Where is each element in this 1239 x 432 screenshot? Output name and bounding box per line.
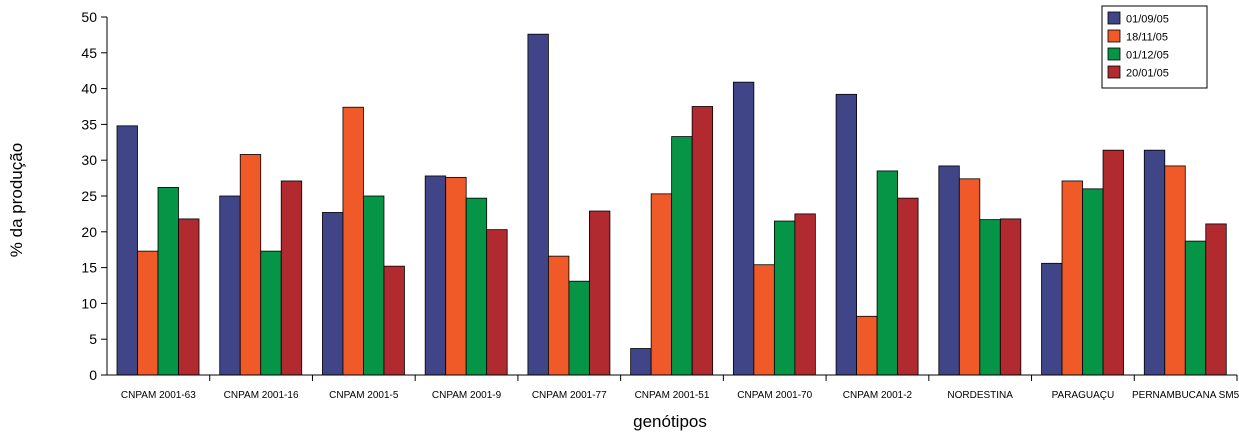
bar [1102, 149, 1124, 376]
y-tick-label: 35 [81, 116, 97, 132]
bar [835, 93, 857, 376]
y-tick-label: 45 [81, 45, 97, 61]
legend-label: 01/12/05 [1126, 50, 1169, 62]
bar [732, 81, 755, 376]
bar [424, 175, 447, 376]
bar [1061, 180, 1083, 376]
y-tick-label: 15 [81, 260, 97, 276]
y-axis-title: % da produção [7, 143, 26, 257]
bar [465, 197, 488, 376]
legend-swatch [1107, 65, 1121, 79]
bar [589, 210, 611, 376]
legend-label: 01/09/05 [1126, 14, 1169, 26]
bar [1205, 223, 1227, 376]
bar [280, 180, 303, 376]
bar [671, 136, 693, 376]
bar [568, 280, 590, 376]
legend-swatch [1107, 11, 1121, 25]
bar [116, 125, 138, 376]
x-tick-label: NORDESTINA [947, 390, 1013, 401]
x-tick-label: CNPAM 2001-2 [843, 390, 913, 401]
y-axis-ticks: 0 5 10 15 20 25 30 35 40 45 50 [81, 9, 107, 383]
bar [383, 265, 405, 376]
x-tick-label: CNPAM 2001-9 [432, 390, 502, 401]
bar [773, 220, 796, 376]
bar [322, 212, 344, 376]
bar [219, 195, 241, 376]
x-tick-label: PARAGUAÇU [1052, 390, 1115, 401]
bar [794, 213, 816, 376]
y-tick-label: 40 [81, 81, 97, 97]
y-tick-label: 20 [81, 224, 97, 240]
bar [157, 187, 179, 376]
bar [650, 193, 673, 376]
x-tick-label: PERNAMBUCANA SM5 [1132, 390, 1239, 401]
x-tick-label: CNPAM 2001-51 [635, 390, 710, 401]
bar [178, 218, 200, 376]
y-tick-label: 25 [81, 188, 97, 204]
bar [363, 195, 385, 376]
x-axis-title: genótipos [633, 412, 707, 431]
y-tick-label: 50 [81, 9, 97, 25]
legend-label: 18/11/05 [1126, 32, 1168, 44]
legend-label: 20/01/05 [1126, 68, 1169, 80]
bar [630, 348, 652, 376]
bar [1143, 149, 1166, 376]
bar [1082, 188, 1104, 376]
bar [527, 33, 549, 376]
bar [260, 250, 282, 376]
y-tick-label: 0 [89, 367, 97, 383]
y-tick-label: 10 [81, 295, 97, 311]
bar [1041, 262, 1063, 376]
bar [137, 250, 159, 376]
x-axis-ticks: CNPAM 2001-63 CNPAM 2001-16 CNPAM 2001-5 CN… [121, 375, 1239, 401]
x-tick-label: CNPAM 2001-77 [532, 390, 607, 401]
bar [753, 264, 775, 376]
bars-group [116, 33, 1227, 376]
bar [897, 197, 919, 376]
bar [342, 106, 364, 376]
x-tick-label: CNPAM 2001-70 [737, 390, 812, 401]
x-tick-label: CNPAM 2001-16 [224, 390, 299, 401]
bar [1164, 165, 1186, 376]
bar [999, 218, 1022, 376]
legend-swatch [1107, 47, 1121, 61]
bar [958, 178, 981, 376]
bar [486, 229, 508, 376]
bar [548, 255, 570, 376]
y-tick-label: 30 [81, 152, 97, 168]
bar [691, 106, 714, 376]
x-tick-label: CNPAM 2001-5 [329, 390, 399, 401]
bar [876, 170, 898, 376]
legend: 01/09/05 18/11/05 01/12/05 20/01/05 [1101, 5, 1208, 89]
y-tick-label: 5 [89, 331, 97, 347]
bar [445, 176, 467, 376]
legend-swatch [1107, 29, 1121, 43]
bar [979, 219, 1001, 376]
bar [856, 315, 878, 376]
x-tick-label: CNPAM 2001-63 [121, 390, 196, 401]
bar [938, 165, 960, 376]
bar [239, 154, 262, 376]
bar [1184, 240, 1207, 376]
